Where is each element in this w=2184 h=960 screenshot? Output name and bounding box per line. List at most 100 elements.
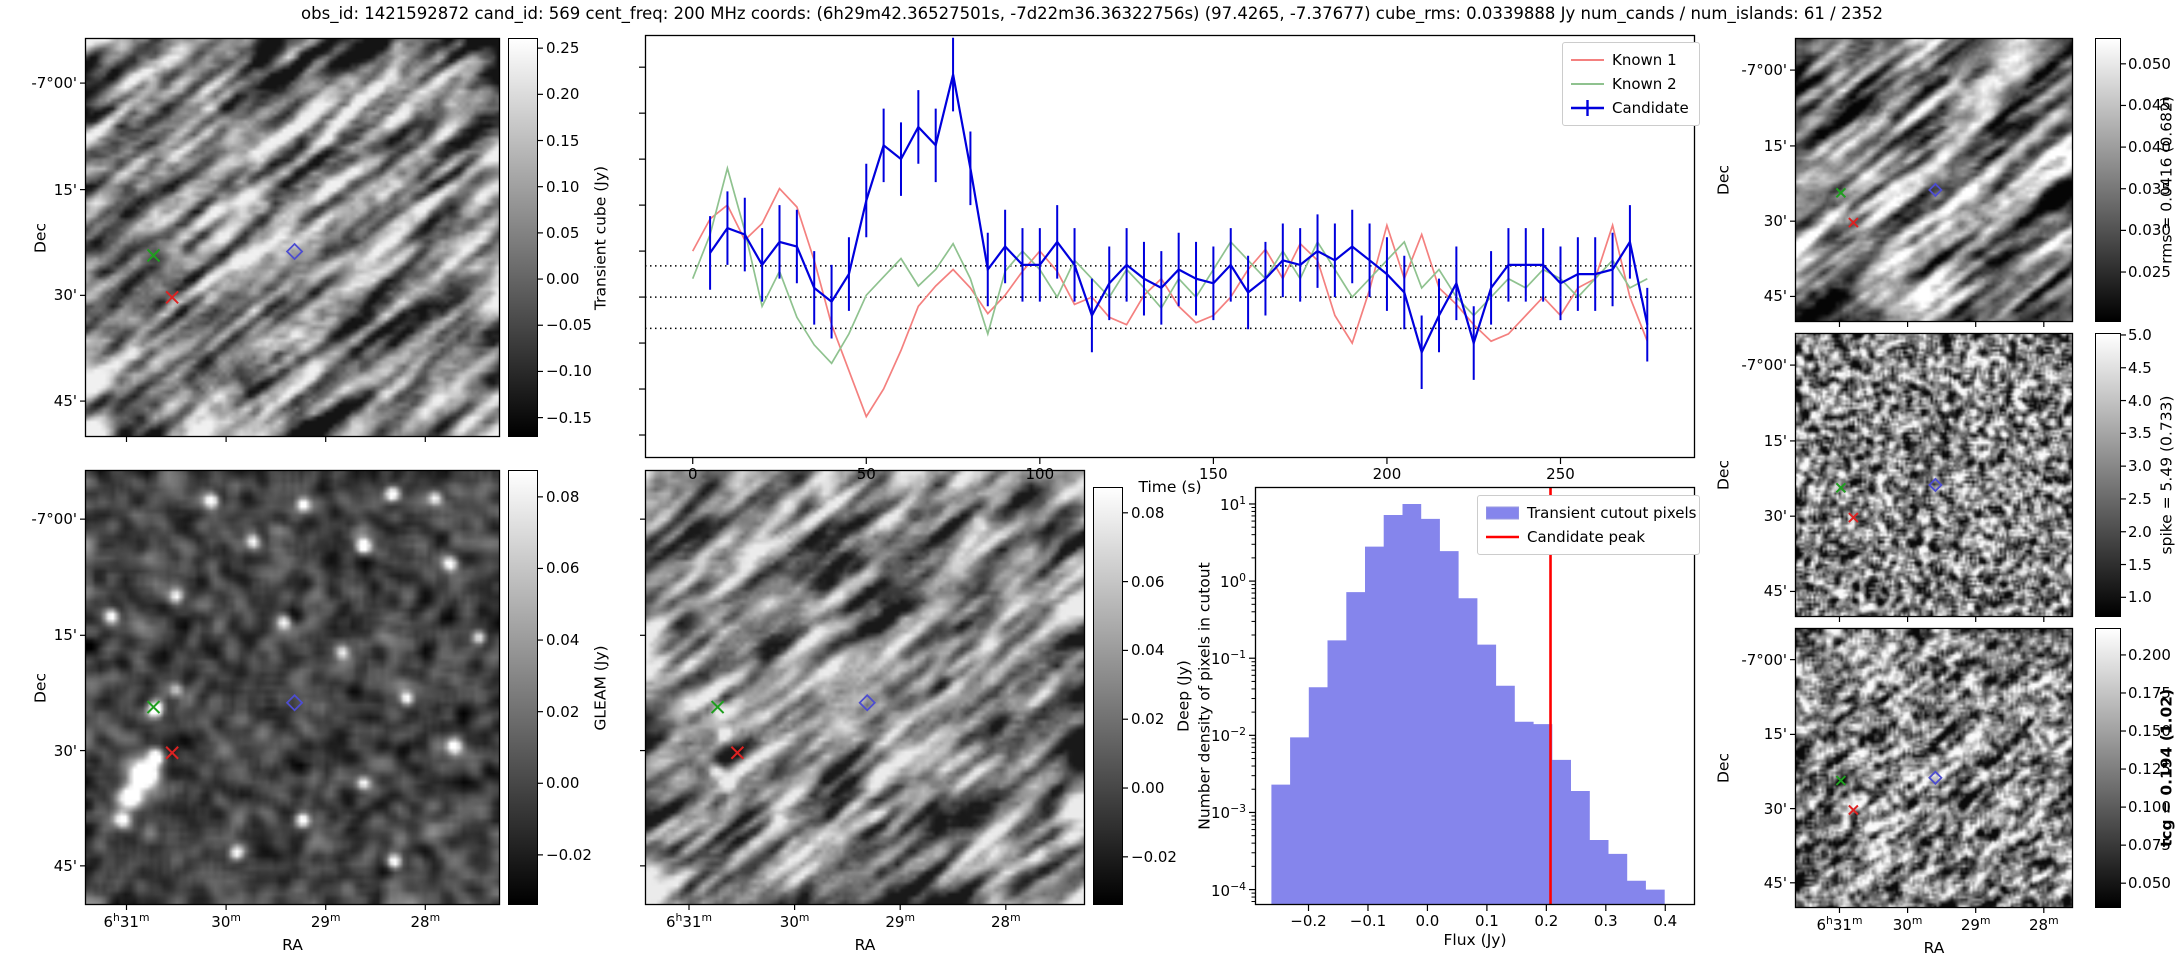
- candidate-diamond-marker: [858, 693, 876, 712]
- panel-transient-cutout: [80, 37, 501, 442]
- rms-ylabel-dec: Dec: [1714, 165, 1733, 195]
- panel-spike-cutout: [1790, 332, 2074, 622]
- colorbar-tcg-tick-label: 0.200: [2128, 645, 2171, 664]
- colorbar-tcg-tick-label: 0.125: [2128, 759, 2171, 778]
- histogram-ytick: 100: [1220, 570, 1246, 591]
- red-cross-marker: [730, 746, 745, 760]
- histogram-panel: [1249, 486, 1696, 911]
- colorbar-gleam-tick-label: 0.02: [546, 702, 580, 721]
- red-cross-marker: [1848, 804, 1859, 816]
- colorbar-deep: [1093, 487, 1123, 905]
- deep-ra-tick: 30m: [779, 911, 810, 931]
- colorbar-spike-tick-label: 5.0: [2128, 325, 2152, 344]
- legend-patch-sample: [1486, 504, 1519, 522]
- colorbar-tcg-tick-label: 0.050: [2128, 873, 2171, 892]
- green-cross-marker: [1835, 482, 1847, 493]
- histogram-ytick: 10−3: [1210, 802, 1246, 823]
- histogram-ylabel: Number density of pixels in cutout: [1195, 562, 1214, 830]
- spike-dec-tick: -7°00': [1741, 355, 1787, 374]
- tcg-cutout-overlay: [1790, 627, 2074, 913]
- transient-dec-tick: 45': [53, 391, 77, 410]
- histogram-xlabel: Flux (Jy): [1443, 931, 1507, 949]
- histogram-ytick: 10−2: [1210, 725, 1246, 746]
- colorbar-deep-tick-label: −0.02: [1131, 847, 1177, 866]
- tcg-dec-tick: 15': [1763, 725, 1787, 744]
- histogram-legend: Transient cutout pixels Candidate peak: [1477, 495, 1700, 555]
- candidate-diamond-marker: [1928, 770, 1943, 786]
- gleam-ylabel-dec: Dec: [31, 672, 50, 703]
- colorbar-rms-label: rms = 0.0416 (0.682): [2157, 96, 2176, 264]
- deep-xlabel-ra: RA: [854, 936, 876, 954]
- transient-ylabel-dec: Dec: [31, 222, 50, 253]
- candidate-diamond-marker: [285, 693, 304, 712]
- histogram-ytick: 101: [1220, 493, 1246, 514]
- colorbar-spike-ticks: [2121, 334, 2126, 598]
- transient-cutout-overlay: [80, 37, 501, 442]
- figure-title: obs_id: 1421592872 cand_id: 569 cent_fre…: [301, 4, 1883, 23]
- transient-cutout-image: [85, 38, 500, 437]
- colorbar-gleam: [508, 470, 538, 905]
- rms-cutout-image: [1795, 38, 2073, 322]
- lightcurve-xtick: 100: [1025, 465, 1055, 483]
- colorbar-spike-tick-label: 1.5: [2128, 555, 2152, 574]
- colorbar-gleam-tick-label: −0.02: [546, 845, 592, 864]
- legend-entry: Known 2: [1571, 72, 1689, 96]
- transient-dec-tick: -7°00': [31, 73, 77, 92]
- red-cross-marker: [1848, 512, 1859, 523]
- colorbar-tcg-tick-label: 0.150: [2128, 721, 2171, 740]
- tcg-ylabel-dec: Dec: [1714, 753, 1733, 783]
- lightcurve-panel: [639, 34, 1696, 464]
- gleam-dec-tick: 15': [53, 626, 77, 645]
- rms-dec-tick: 15': [1763, 136, 1787, 155]
- colorbar-transient-tick-label: 0.05: [546, 223, 580, 242]
- rms-cutout-overlay: [1790, 37, 2074, 327]
- colorbar-rms-tick-label: 0.025: [2128, 262, 2171, 281]
- panel-tcg-cutout: [1790, 627, 2074, 913]
- spike-ylabel-dec: Dec: [1714, 460, 1733, 490]
- series-candidate: [709, 37, 1649, 390]
- histogram-xtick: 0.4: [1653, 912, 1678, 930]
- deep-ra-tick: 28m: [990, 911, 1021, 931]
- legend-entry-label: Candidate: [1612, 99, 1689, 117]
- histogram-xtick: −0.2: [1290, 912, 1327, 930]
- colorbar-transient-tick-label: −0.05: [546, 315, 592, 334]
- colorbar-tcg: [2095, 628, 2121, 908]
- lightcurve-legend: Known 1 Known 2 Candidate: [1562, 42, 1700, 126]
- colorbar-spike-tick-label: 4.5: [2128, 358, 2152, 377]
- colorbar-gleam-tick-label: 0.04: [546, 630, 580, 649]
- colorbar-deep-tick-label: 0.04: [1131, 641, 1165, 660]
- green-cross-marker: [146, 248, 161, 263]
- gleam-cutout-image: [85, 470, 500, 905]
- histogram-plot: [1249, 486, 1696, 911]
- gleam-dec-tick: 45': [53, 856, 77, 875]
- gleam-ra-tick: 6h31m: [103, 911, 150, 931]
- colorbar-rms-ticks: [2121, 63, 2126, 273]
- colorbar-deep-ticks: [1123, 512, 1128, 858]
- colorbar-rms-tick-label: 0.040: [2128, 137, 2171, 156]
- colorbar-spike-tick-label: 2.5: [2128, 489, 2152, 508]
- colorbar-deep-label: Deep (Jy): [1174, 660, 1193, 732]
- colorbar-transient-tick-label: 0.20: [546, 85, 580, 104]
- green-cross-marker: [146, 700, 161, 714]
- legend-line-sample: [1571, 99, 1604, 117]
- colorbar-transient-ticks: [538, 47, 543, 419]
- lightcurve-plot: [639, 34, 1696, 464]
- series-known-1: [691, 187, 1649, 419]
- legend-entry-label: Transient cutout pixels: [1527, 504, 1697, 522]
- legend-entry: Candidate peak: [1486, 525, 1689, 549]
- colorbar-spike: [2095, 333, 2121, 617]
- histogram-xtick: −0.1: [1349, 912, 1387, 930]
- deep-cutout-overlay: [640, 469, 1086, 910]
- spike-cutout-image: [1795, 333, 2073, 617]
- tcg-xlabel-ra: RA: [1923, 939, 1945, 957]
- legend-entry: Transient cutout pixels: [1486, 501, 1696, 525]
- legend-line-sample: [1486, 528, 1519, 546]
- gleam-dec-tick: 30': [53, 741, 77, 760]
- tcg-ra-tick: 30m: [1892, 914, 1923, 934]
- gleam-ra-tick: 29m: [310, 911, 341, 931]
- colorbar-gleam-tick-label: 0.00: [546, 774, 580, 793]
- gleam-dec-tick: -7°00': [31, 509, 77, 528]
- histogram-bars: [1271, 504, 1665, 905]
- red-cross-marker: [165, 290, 179, 305]
